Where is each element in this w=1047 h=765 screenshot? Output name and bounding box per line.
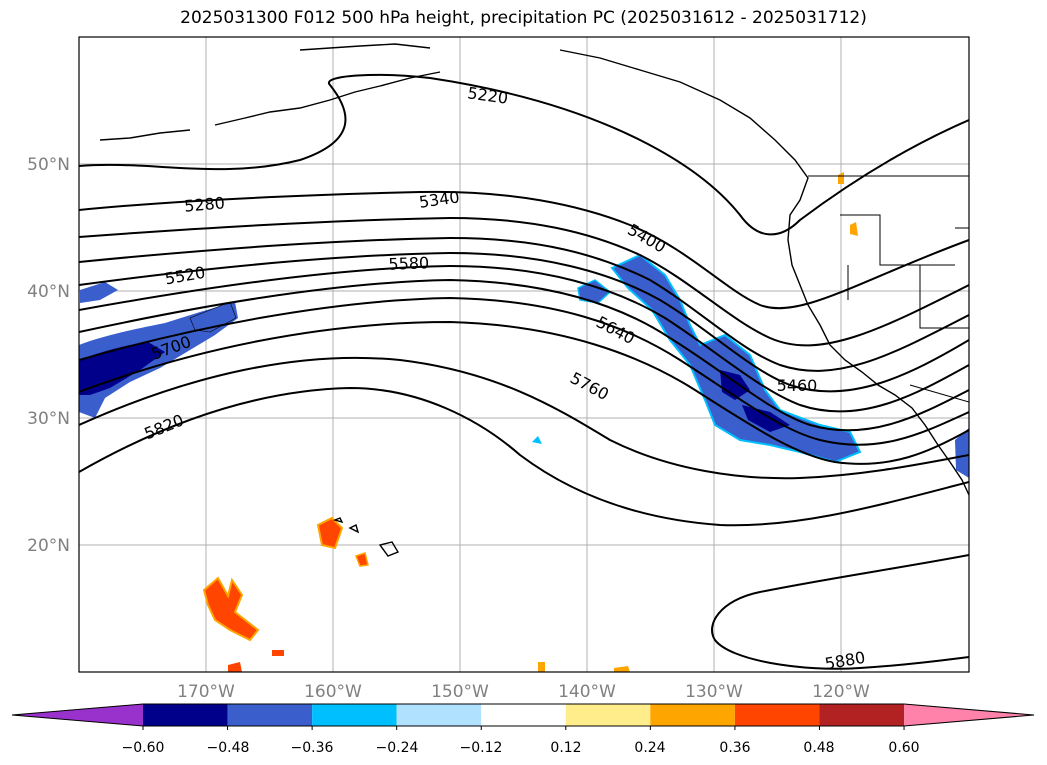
colorbar-segment [396, 704, 482, 726]
precip-shading [79, 172, 969, 672]
colorbar-segment [650, 704, 735, 726]
colorbar-segment [12, 704, 143, 726]
contour-label: 5460 [777, 376, 818, 395]
colorbar-tick-label: 0.48 [803, 740, 834, 756]
colorbar-tick-label: −0.60 [122, 740, 165, 756]
colorbar-segment [481, 704, 566, 726]
colorbar-tick-label: 0.60 [888, 740, 919, 756]
lat-tick-label: 50°N [27, 155, 70, 175]
colorbar-segment [734, 704, 820, 726]
colorbar-segment [819, 704, 905, 726]
height-contours [79, 73, 969, 670]
colorbar [11, 703, 1035, 730]
lon-tick-label: 150°W [431, 682, 489, 702]
lon-tick-label: 170°W [177, 682, 235, 702]
colorbar-labels: −0.60 −0.48 −0.36 −0.24 −0.12 0.12 0.24 … [122, 740, 920, 756]
map-title: 2025031300 F012 500 hPa height, precipit… [180, 8, 867, 28]
contour-label: 5280 [183, 193, 225, 215]
country-borders [808, 175, 969, 403]
colorbar-segment [143, 704, 228, 726]
lat-tick-label: 30°N [27, 409, 70, 429]
lon-tick-label: 140°W [558, 682, 616, 702]
lat-tick-label: 40°N [27, 282, 70, 302]
colorbar-tick-label: 0.12 [550, 740, 581, 756]
colorbar-tick-label: −0.24 [376, 740, 419, 756]
lon-tick-label: 130°W [685, 682, 743, 702]
colorbar-segment [904, 704, 1034, 726]
colorbar-segment [312, 704, 397, 726]
colorbar-tick-label: 0.24 [634, 740, 665, 756]
colorbar-segment [227, 704, 313, 726]
colorbar-tick-label: −0.36 [291, 740, 334, 756]
colorbar-tick-label: 0.36 [719, 740, 750, 756]
map-area [79, 37, 969, 672]
colorbar-tick-label: −0.48 [207, 740, 250, 756]
lat-tick-labels: 50°N 40°N 30°N 20°N [27, 155, 70, 556]
coastlines [99, 43, 969, 557]
lon-tick-label: 120°W [812, 682, 870, 702]
contour-label: 5580 [388, 253, 429, 273]
colorbar-tick-label: −0.12 [460, 740, 503, 756]
colorbar-segment [565, 704, 651, 726]
lat-tick-label: 20°N [27, 536, 70, 556]
lon-tick-label: 160°W [304, 682, 362, 702]
lon-tick-labels: 170°W 160°W 150°W 140°W 130°W 120°W [177, 682, 870, 702]
map-border [78, 36, 970, 673]
